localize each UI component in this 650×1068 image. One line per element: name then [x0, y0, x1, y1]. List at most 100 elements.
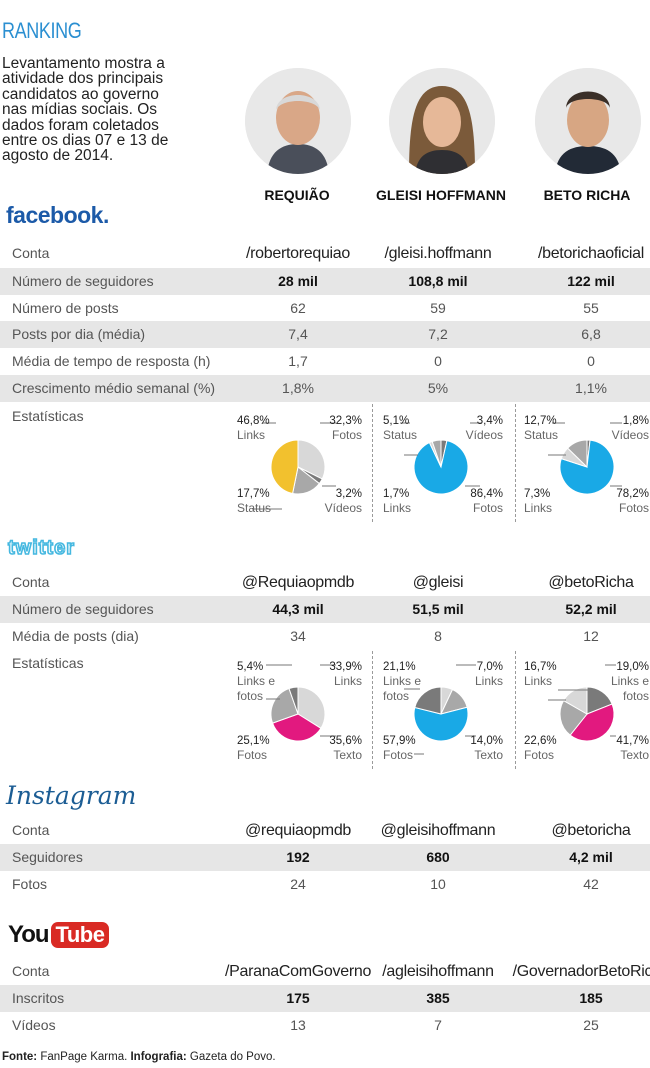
- pie-category-label: Fotos: [332, 428, 362, 442]
- youtube-logo: You Tube: [8, 921, 110, 951]
- pie-category-label: Links: [524, 674, 552, 688]
- page-title: RANKING: [2, 18, 82, 43]
- info-value: Gazeta do Povo.: [189, 1051, 276, 1063]
- pie-value-label: 14,0%: [470, 735, 503, 747]
- pie-category-label: Links: [237, 428, 265, 442]
- pie-value-label: 57,9%: [383, 735, 416, 747]
- row-value: /robertorequiao: [245, 245, 351, 262]
- pie-chart: 7,0%Links 14,0%Texto 57,9%Fotos 21,1%Links …: [383, 661, 503, 762]
- intro-line: agosto de 2014.: [2, 147, 114, 165]
- row-label: Conta: [12, 574, 50, 590]
- row-value: 122 mil: [567, 273, 615, 289]
- pie-value-label: 3,4%: [477, 415, 503, 427]
- row-label: Conta: [12, 963, 50, 979]
- pie-chart: 32,3%Fotos 3,2%Vídeos 17,7%Status 46,8%Link…: [237, 415, 362, 515]
- pie-category-label: Links e: [383, 674, 421, 688]
- pie-value-label: 5,1%: [383, 415, 409, 427]
- facebook-row: Posts por dia (média) 7,4 7,2 6,8: [0, 321, 650, 348]
- row-value: 55: [583, 300, 599, 316]
- row-value: 175: [286, 990, 310, 1006]
- row-value: 28 mil: [278, 273, 318, 289]
- pie-category-label: Links e: [237, 674, 275, 688]
- pie-category-label: Fotos: [619, 501, 649, 515]
- row-value: 42: [583, 876, 599, 892]
- source-credit: Fonte: FanPage Karma. Infografia: Gazeta…: [2, 1051, 276, 1063]
- pie-category-label: Fotos: [524, 748, 554, 762]
- source-label: Fonte:: [2, 1051, 38, 1063]
- row-value: 1,1%: [575, 380, 607, 396]
- row-label: Vídeos: [12, 1017, 56, 1033]
- pie-value-label: 1,8%: [623, 415, 649, 427]
- pie-value-label: 5,4%: [237, 661, 263, 673]
- pie-category-label: Vídeos: [325, 501, 362, 515]
- row-label: Seguidores: [12, 849, 83, 865]
- pie-category-label: Links e: [611, 674, 649, 688]
- row-label: Crescimento médio semanal (%): [12, 380, 216, 396]
- pie-category-label: Links: [475, 674, 503, 688]
- row-value: 7: [434, 1017, 442, 1033]
- row-value: 0: [587, 353, 595, 369]
- row-label: Posts por dia (média): [12, 326, 146, 342]
- row-label: Conta: [12, 822, 50, 838]
- row-label: Conta: [12, 245, 50, 261]
- pie-slice: [271, 713, 322, 742]
- pie-value-label: 12,7%: [524, 415, 557, 427]
- row-value: 385: [426, 990, 450, 1006]
- facebook-row: Número de seguidores 28 mil 108,8 mil 122 m…: [0, 268, 650, 295]
- row-value: 12: [583, 628, 599, 644]
- youtube-logo-you: You: [8, 921, 50, 948]
- pie-category-label: Links: [383, 501, 411, 515]
- facebook-row: Crescimento médio semanal (%) 1,8% 5% 1,1%: [0, 375, 650, 402]
- pie-chart: 33,9%Links 35,6%Texto 25,1%Fotos 5,4%Links …: [237, 661, 362, 762]
- youtube-row: Vídeos 13 7 25: [0, 1012, 650, 1039]
- intro-line: atividade dos principais: [2, 70, 164, 88]
- twitter-logo: twitter: [7, 536, 75, 560]
- row-value: 108,8 mil: [408, 273, 468, 289]
- pie-category-label: fotos: [237, 689, 263, 703]
- youtube-row: Inscritos 175 385 185: [0, 985, 650, 1012]
- row-label: Inscritos: [12, 990, 65, 1006]
- row-value: 4,2 mil: [569, 849, 613, 865]
- intro-line: candidatos ao governo: [2, 85, 159, 103]
- row-label: Média de posts (dia): [12, 628, 139, 644]
- pie-category-label: Texto: [474, 748, 503, 762]
- row-value: 7,4: [288, 326, 308, 342]
- instagram-row: Conta @requiaopmdb @gleisihoffmann @betoric…: [0, 817, 650, 844]
- pie-category-label: Status: [237, 501, 271, 515]
- row-value: 44,3 mil: [272, 601, 324, 617]
- row-value: 24: [290, 876, 306, 892]
- pie-slice: [413, 440, 469, 495]
- pie-category-label: Vídeos: [612, 428, 649, 442]
- pie-slice: [569, 703, 615, 742]
- twitter-row: Número de seguidores 44,3 mil 51,5 mil 52,2…: [0, 596, 650, 623]
- instagram-logo: Instagram: [6, 781, 137, 810]
- row-value: 192: [286, 849, 310, 865]
- pie-category-label: fotos: [623, 689, 649, 703]
- avatar-gleisi: [389, 68, 495, 174]
- row-label: Número de seguidores: [12, 273, 154, 289]
- source-value: FanPage Karma.: [40, 1051, 128, 1063]
- row-label: Número de seguidores: [12, 601, 154, 617]
- column-divider: [515, 404, 516, 522]
- row-value: 52,2 mil: [565, 601, 617, 617]
- pie-slice: [414, 686, 442, 715]
- row-value: 1,7: [288, 353, 308, 369]
- pie-value-label: 7,3%: [524, 488, 550, 500]
- column-divider: [372, 404, 373, 522]
- column-divider: [515, 651, 516, 769]
- pie-value-label: 35,6%: [329, 735, 362, 747]
- pie-slice: [297, 439, 326, 480]
- pie-value-label: 25,1%: [237, 735, 270, 747]
- row-value: @gleisihoffmann: [380, 822, 496, 839]
- facebook-row: Média de tempo de resposta (h) 1,7 0 0: [0, 348, 650, 375]
- row-value: 5%: [427, 380, 449, 396]
- pie-slice: [288, 686, 299, 715]
- pie-category-label: Status: [524, 428, 558, 442]
- row-value: /gleisi.hoffmann: [384, 245, 492, 262]
- pie-value-label: 78,2%: [616, 488, 649, 500]
- row-label: Fotos: [12, 876, 48, 892]
- row-value: 59: [430, 300, 446, 316]
- row-label: Número de posts: [12, 300, 119, 316]
- pie-chart: 3,4%Vídeos 86,4%Fotos 1,7%Links 5,1%Status: [383, 415, 503, 515]
